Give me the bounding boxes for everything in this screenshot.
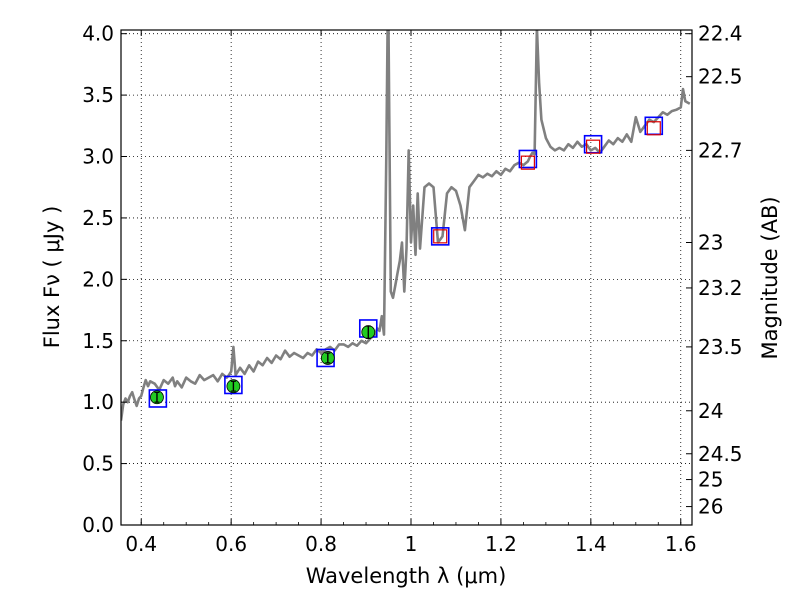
spectrum-series (121, 30, 691, 421)
x-tick-label: 0.8 (305, 532, 337, 556)
y-tick-label: 1.0 (82, 390, 114, 414)
y-axis-label: Flux Fν ( μJy ) (40, 206, 64, 349)
model-blue-square (148, 389, 168, 408)
y2-tick-label: 23 (698, 230, 723, 254)
x-tick-label: 1 (405, 532, 418, 556)
model-red-square (585, 139, 601, 154)
model-red-square (646, 121, 661, 136)
y2-tick-label: 24 (698, 399, 723, 423)
model-blue-square (224, 375, 243, 395)
axis-ticks: 0.4 0.6 0.8 1 1.2 1.4 1.6 0.0 0.5 1.0 1.5 2.0 2.5 3.0… (82, 22, 742, 556)
y-tick-label: 2.5 (82, 206, 114, 230)
y2-tick-label: 22.5 (698, 65, 743, 89)
y2-axis-label: Magnitude (AB) (758, 196, 782, 359)
y-tick-label: 0.5 (82, 452, 114, 476)
model-red-square (520, 155, 535, 170)
y2-tick-label: 25 (698, 468, 723, 492)
y-tick-label: 3.0 (82, 145, 114, 169)
y-tick-label: 2.0 (82, 267, 114, 291)
photometry-series (148, 116, 664, 408)
spectrum-line (121, 30, 691, 421)
x-tick-label: 1.4 (575, 532, 607, 556)
y2-tick-label: 23.2 (698, 276, 743, 300)
y-tick-label: 1.5 (82, 329, 114, 353)
y2-tick-label: 23.5 (698, 335, 743, 359)
model-blue-square (430, 227, 450, 246)
y2-tick-label: 22.4 (698, 22, 743, 46)
y2-tick-label: 22.7 (698, 138, 743, 162)
model-blue-square (518, 149, 538, 169)
y-tick-label: 4.0 (82, 22, 114, 46)
y-tick-label: 0.0 (82, 513, 114, 537)
y2-tick-label: 24.5 (698, 442, 743, 466)
plot-frame (120, 29, 693, 526)
grid (121, 30, 692, 525)
y-tick-label: 3.5 (82, 83, 114, 107)
x-tick-label: 1.2 (485, 532, 517, 556)
model-red-square (433, 229, 448, 244)
x-axis-label: Wavelength λ (μm) (306, 564, 507, 588)
x-tick-label: 0.4 (125, 532, 157, 556)
y2-tick-label: 26 (698, 495, 723, 519)
x-tick-label: 0.6 (215, 532, 247, 556)
x-tick-label: 1.6 (665, 532, 697, 556)
